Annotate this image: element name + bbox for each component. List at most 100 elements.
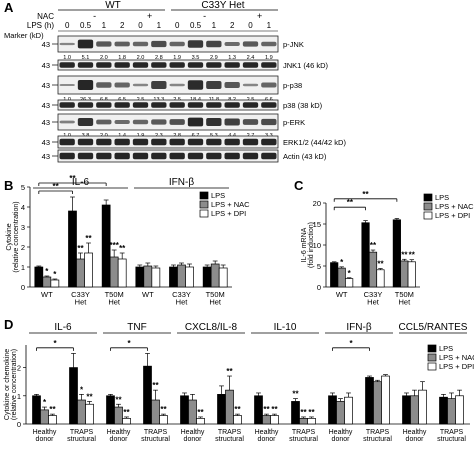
- blot-row: 43p-p381.026.36.86.52.513.32.518.411.88.…: [42, 75, 302, 103]
- bar-lps: [439, 396, 448, 425]
- band-quant: 2.8: [155, 55, 163, 61]
- panel-letter: A: [4, 0, 14, 15]
- bar-lps-dpi: [85, 403, 94, 425]
- text-line: donor: [36, 436, 55, 443]
- bar-lps-dpi: [381, 375, 390, 425]
- significance-star: *: [53, 270, 57, 279]
- bar-lps-dpi: [84, 252, 93, 288]
- band: [77, 39, 94, 49]
- significance-star: **: [160, 405, 167, 414]
- band: [59, 42, 75, 46]
- legend-label: LPS: [211, 191, 225, 200]
- band-quant: 1.3: [228, 55, 236, 61]
- band: [187, 152, 204, 160]
- band: [169, 119, 185, 125]
- blot-row: 43 Actin (43 kD): [42, 149, 327, 163]
- x-tick-label: Healthy donor: [403, 429, 427, 443]
- bar-lps-dpi: [455, 395, 464, 425]
- bar-lps-dpi: [48, 415, 57, 425]
- band: [132, 102, 149, 108]
- text-line: Het: [75, 298, 88, 307]
- bar-lps-nac: [76, 258, 85, 288]
- band: [224, 102, 240, 108]
- x-tick-label: C33Y Het: [364, 290, 383, 307]
- group-title: IFN-β: [346, 322, 371, 333]
- text-line: T50M: [206, 290, 225, 299]
- text-line: Het: [108, 298, 121, 307]
- y-tick-label: 2: [21, 243, 25, 252]
- bar-lps-nac: [114, 406, 123, 425]
- text-line: (relative concentration): [13, 201, 20, 272]
- significance-star: *: [80, 385, 84, 394]
- text-line: Healthy: [107, 429, 131, 436]
- blot-row-label: p38 (38 kD): [283, 101, 323, 110]
- lps-value: 2: [120, 21, 125, 30]
- band-quant: 2.9: [210, 55, 218, 61]
- bar-lps-dpi: [307, 418, 316, 425]
- text-line: Het: [176, 298, 189, 307]
- significance-star: **: [300, 408, 307, 417]
- bar-lps: [68, 210, 77, 288]
- bar-lps-nac: [40, 409, 49, 425]
- lps-value: 0: [175, 21, 180, 30]
- band: [132, 138, 149, 146]
- bar-lps-nac: [368, 251, 378, 288]
- band: [242, 119, 259, 125]
- text-line: TRAPS: [292, 429, 316, 436]
- text-line: Healthy: [329, 429, 353, 436]
- text-line: TRAPS: [366, 429, 390, 436]
- significance-star: *: [340, 258, 344, 267]
- significance-star: **: [377, 260, 384, 269]
- band-quant: 3.5: [192, 55, 200, 61]
- significance-star: **: [263, 405, 270, 414]
- bar-lps-dpi: [196, 418, 205, 425]
- band-quant: 2.0: [100, 55, 108, 61]
- band: [224, 138, 240, 146]
- bar-lps-nac: [109, 256, 119, 288]
- bracket-label: *: [53, 339, 57, 348]
- legend-swatch: [199, 209, 209, 218]
- text-line: donor: [258, 436, 277, 443]
- marker-value: 43: [42, 81, 50, 90]
- band-quant: 5.1: [82, 55, 90, 61]
- bar-lps-nac: [177, 264, 186, 288]
- band-quant: 2.4: [247, 55, 255, 61]
- band: [77, 80, 94, 90]
- x-tick-label: T50M Het: [395, 290, 414, 307]
- y-tick-label: 2: [17, 364, 21, 373]
- text-line: Het: [209, 298, 222, 307]
- legend-swatch: [423, 211, 433, 220]
- blot-row: 43 ERK1/2 (44/42 kD): [42, 135, 346, 149]
- y-tick-label: 1: [21, 263, 25, 272]
- y-axis-label: Cytokine(relative concentration): [6, 201, 20, 272]
- panel-letter: B: [4, 178, 13, 193]
- x-tick-label: WT: [142, 290, 154, 299]
- significance-star: **: [226, 367, 233, 376]
- bar-lps-nac: [400, 260, 409, 288]
- band: [151, 152, 167, 160]
- x-tick-label: Healthy donor: [329, 429, 353, 443]
- band: [77, 102, 94, 108]
- band: [261, 118, 277, 126]
- legend-swatch: [427, 344, 437, 353]
- bar-lps-dpi: [418, 389, 427, 425]
- group-title: IL-6: [72, 177, 90, 188]
- x-tick-label: TRAPS structural: [363, 429, 392, 443]
- text-line: Healthy: [33, 429, 57, 436]
- band: [96, 82, 112, 88]
- legend-swatch: [199, 200, 209, 209]
- blot-row: 43p-ERK1.03.82.01.41.92.32.86.75.34.42.7…: [42, 113, 305, 139]
- lps-value: 1: [212, 21, 217, 30]
- bar-lps-nac: [188, 399, 197, 425]
- text-line: Het: [398, 298, 411, 307]
- significance-star: **: [123, 408, 130, 417]
- band: [187, 40, 204, 48]
- band: [224, 82, 240, 88]
- bar-lps: [32, 395, 41, 425]
- y-tick-label: 1: [17, 392, 21, 401]
- bar-lps-dpi: [159, 415, 168, 425]
- legend-label: LPS + DPI: [435, 211, 470, 220]
